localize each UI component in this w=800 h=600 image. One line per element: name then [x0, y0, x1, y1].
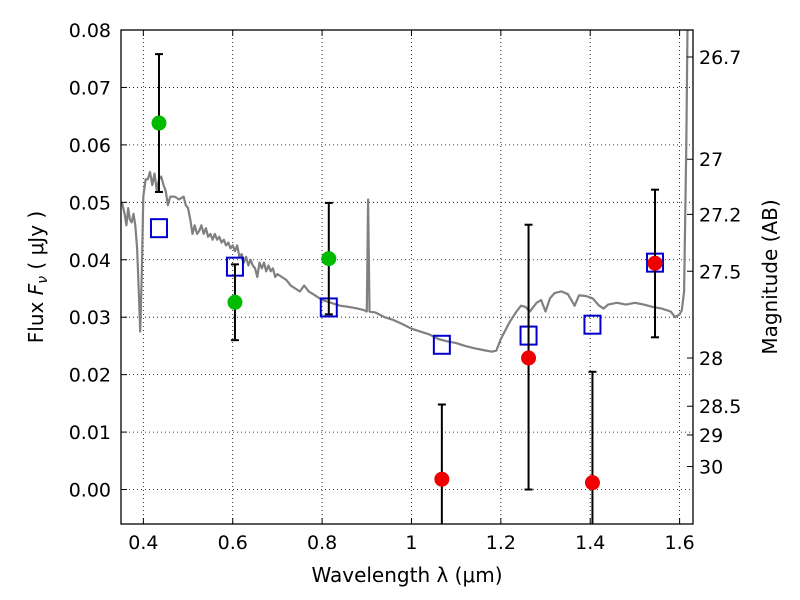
y2-tick-label: 28: [699, 348, 723, 370]
plot-frame: [120, 29, 694, 525]
y2-tick-label: 28.5: [699, 396, 741, 418]
y-tick-label: 0.08: [69, 20, 111, 42]
y2-tick-label: 27.5: [699, 261, 741, 283]
x-tick-label: 0.6: [218, 532, 248, 554]
y-tick-label: 0.04: [69, 250, 111, 272]
y-tick-label: 0.06: [69, 135, 111, 157]
y2-tick-label: 27.2: [699, 204, 741, 226]
x-tick-label: 1.2: [486, 532, 516, 554]
y-tick-label: 0.07: [69, 77, 111, 99]
measured-flux-point: [434, 471, 450, 487]
x-tick-label: 1: [405, 532, 417, 554]
x-tick-label: 1.4: [575, 532, 605, 554]
y-tick-label: 0.05: [69, 192, 111, 214]
y2-axis-label: Magnitude (AB): [758, 199, 782, 354]
measured-flux-point: [584, 475, 600, 491]
y2-tick-label: 29: [699, 425, 723, 447]
measured-flux-point: [227, 294, 243, 310]
x-tick-label: 0.8: [307, 532, 337, 554]
x-tick-label: 0.4: [128, 532, 158, 554]
axes: 0.4 0.6 0.8 1 1.2 1.4 1.6 0.00 0.01 0.02 0.03 0.04 0…: [69, 20, 742, 554]
y2-tick-label: 27: [699, 149, 723, 171]
data-markers: [149, 53, 665, 524]
y2-tick-label: 26.7: [699, 47, 741, 69]
plot-area: [121, 30, 689, 353]
measured-flux-point: [321, 251, 337, 267]
spectrum-line: [121, 30, 689, 353]
model-flux-square: [432, 334, 451, 355]
x-axis-label: Wavelength λ (μm): [311, 563, 502, 587]
y-tick-label: 0.03: [69, 307, 111, 329]
model-flux-square: [583, 314, 602, 335]
measured-flux-point: [151, 115, 167, 131]
y-axis-label: Flux Fν ( μJy ): [24, 211, 51, 343]
x-tick-label: 1.6: [664, 532, 694, 554]
y-tick-label: 0.02: [69, 365, 111, 387]
measured-flux-point: [521, 350, 537, 366]
y-tick-label: 0.00: [69, 480, 111, 502]
y-tick-label: 0.01: [69, 422, 111, 444]
y2-tick-label: 30: [699, 457, 723, 479]
model-flux-square: [149, 218, 168, 239]
measured-flux-point: [647, 255, 663, 271]
